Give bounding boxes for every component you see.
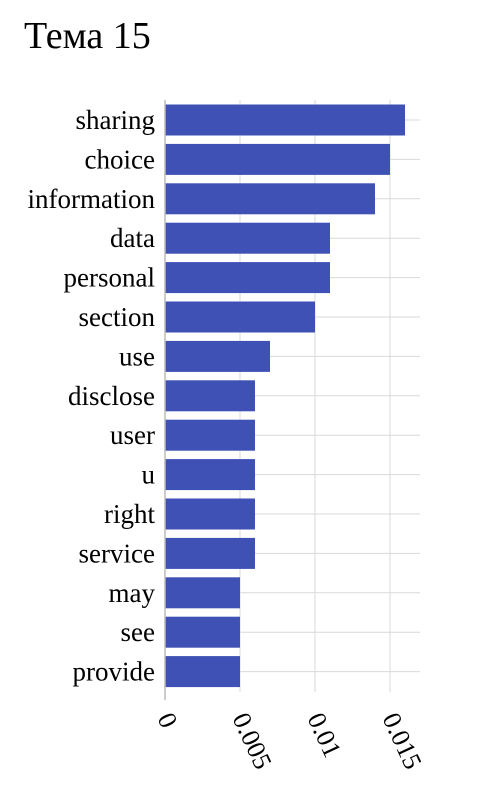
bar-personal: [165, 262, 330, 294]
bar-see: [165, 616, 240, 648]
bar-provide: [165, 656, 240, 688]
bar-disclose: [165, 380, 255, 412]
bar-choice: [165, 143, 390, 175]
bar-data: [165, 222, 330, 254]
category-label-service: service: [79, 538, 155, 568]
category-label-user: user: [110, 420, 155, 450]
category-label-information: information: [28, 184, 156, 214]
category-label-right: right: [104, 499, 155, 529]
category-label-choice: choice: [85, 144, 155, 174]
category-label-provide: provide: [73, 657, 155, 687]
category-label-may: may: [109, 578, 156, 608]
bar-right: [165, 498, 255, 530]
bar-u: [165, 459, 255, 491]
bar-use: [165, 340, 270, 372]
x-tick-label: 0: [152, 708, 184, 732]
chart-title: Тема 15: [24, 15, 151, 57]
bar-section: [165, 301, 315, 333]
category-label-personal: personal: [64, 263, 155, 293]
bar-user: [165, 419, 255, 451]
x-tick-label: 0.015: [377, 708, 428, 773]
x-tick-label: 0.01: [302, 708, 348, 761]
bar-service: [165, 537, 255, 569]
category-label-u: u: [142, 460, 156, 490]
category-label-data: data: [110, 223, 155, 253]
bar-may: [165, 577, 240, 609]
x-tick-label: 0.005: [227, 708, 278, 773]
bar-information: [165, 183, 375, 215]
category-label-disclose: disclose: [68, 381, 155, 411]
category-label-sharing: sharing: [76, 105, 155, 135]
category-label-see: see: [121, 617, 155, 647]
bar-sharing: [165, 104, 405, 136]
bars-layer: [165, 104, 405, 688]
category-labels: sharing choice information data personal sect…: [28, 105, 156, 687]
x-tick-labels: 0 0.005 0.01 0.015: [152, 708, 428, 773]
category-label-use: use: [119, 341, 155, 371]
category-label-section: section: [79, 302, 156, 332]
